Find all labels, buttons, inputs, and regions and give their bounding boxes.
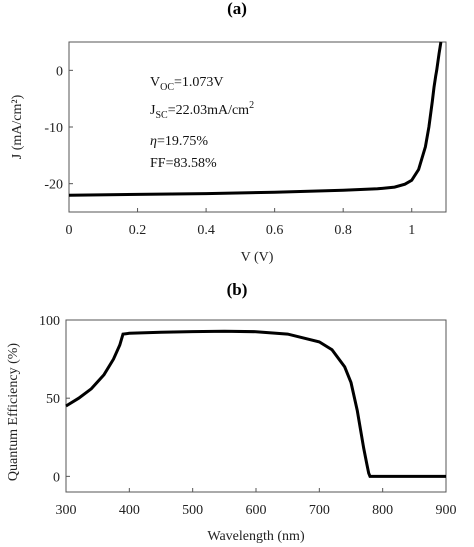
y-tick-label-b: 50 bbox=[46, 392, 60, 407]
x-tick-label-b: 700 bbox=[309, 503, 330, 518]
x-tick-label-b: 800 bbox=[372, 503, 393, 518]
x-tick-label-a: 0.6 bbox=[266, 223, 284, 238]
eta-value: =19.75% bbox=[157, 134, 208, 149]
eta-annotation: η=19.75% bbox=[150, 134, 208, 149]
y-tick-label-a: -10 bbox=[44, 121, 63, 136]
x-tick-label-a: 0.2 bbox=[129, 223, 147, 238]
x-tick-label-a: 1 bbox=[408, 223, 415, 238]
y-axis-label-a: J (mA/cm²) bbox=[10, 94, 25, 159]
x-axis-label-a: V (V) bbox=[241, 250, 274, 265]
x-tick-label-a: 0.8 bbox=[334, 223, 352, 238]
ticks-b: 300 400 500 600 700 800 900 0 50 100 bbox=[39, 314, 457, 518]
x-tick-label-b: 400 bbox=[119, 503, 140, 518]
eta-main: η bbox=[150, 134, 157, 149]
x-tick-label-b: 300 bbox=[56, 503, 77, 518]
voc-annotation: VOC=1.073V bbox=[150, 75, 224, 93]
x-tick-label-b: 900 bbox=[436, 503, 457, 518]
jsc-sup: 2 bbox=[249, 100, 254, 111]
voc-value: =1.073V bbox=[174, 75, 224, 90]
panel-label-a: (a) bbox=[227, 0, 247, 18]
x-tick-label-b: 600 bbox=[246, 503, 267, 518]
y-axis-label-b: Quantum Efficiency (%) bbox=[6, 343, 21, 481]
voc-main: V bbox=[150, 75, 160, 90]
voc-sub: OC bbox=[160, 82, 174, 93]
jv-curve bbox=[68, 41, 443, 197]
jsc-value: =22.03mA/cm bbox=[168, 103, 249, 118]
ff-value: FF=83.58% bbox=[150, 156, 217, 171]
x-axis-label-b: Wavelength (nm) bbox=[207, 529, 305, 544]
y-tick-label-b: 100 bbox=[39, 314, 60, 329]
x-tick-label-a: 0 bbox=[66, 223, 73, 238]
y-tick-label-a: -20 bbox=[44, 178, 63, 193]
jsc-sub: SC bbox=[155, 110, 168, 121]
jsc-annotation: JSC=22.03mA/cm2 bbox=[150, 100, 254, 121]
plot-frame-b bbox=[65, 319, 447, 493]
y-tick-label-b: 0 bbox=[53, 470, 60, 485]
x-tick-label-b: 500 bbox=[182, 503, 203, 518]
qe-curve bbox=[65, 329, 446, 478]
panel-label-b: (b) bbox=[227, 280, 248, 299]
y-tick-label-a: 0 bbox=[56, 64, 63, 79]
jsc-main: J bbox=[150, 103, 156, 118]
x-tick-label-a: 0.4 bbox=[197, 223, 215, 238]
ticks-a: 0 0.2 0.4 0.6 0.8 1 -20 -10 0 bbox=[44, 64, 415, 238]
ff-annotation: FF=83.58% bbox=[150, 156, 217, 171]
